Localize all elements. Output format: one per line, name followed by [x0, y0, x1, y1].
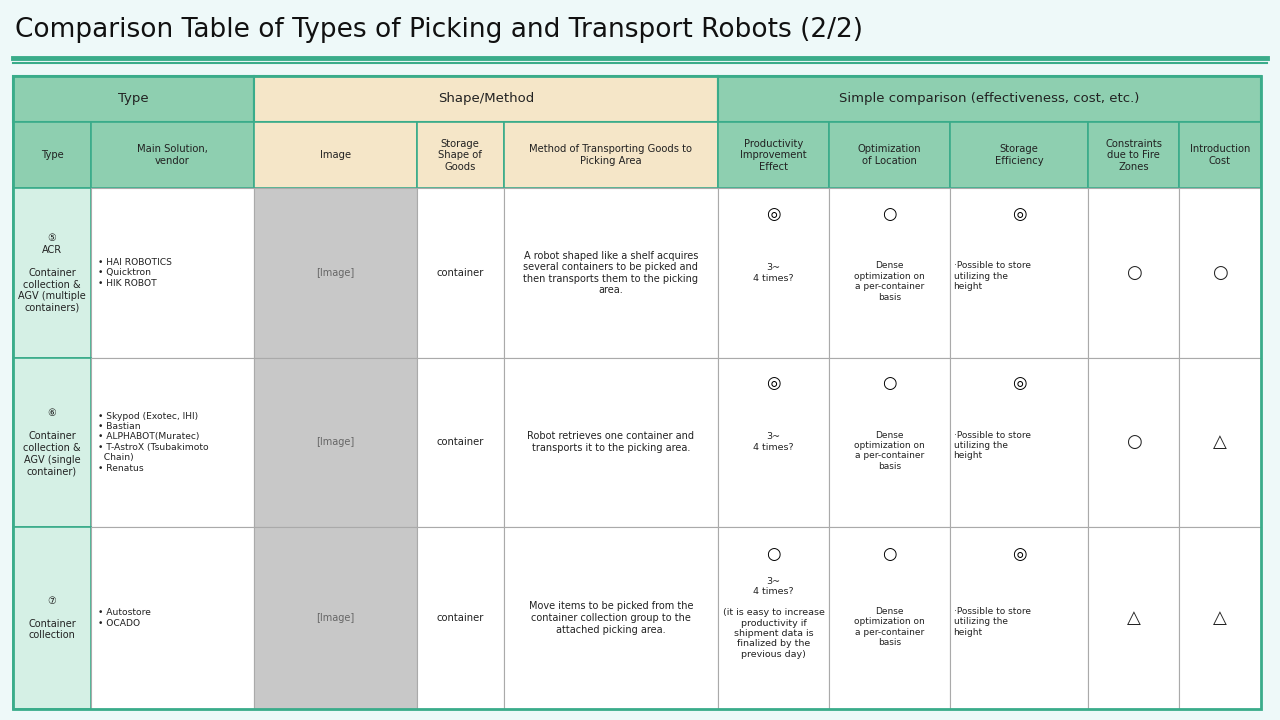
Bar — [13, 76, 253, 122]
Bar — [417, 122, 503, 189]
Bar — [829, 527, 950, 709]
Text: ◎: ◎ — [767, 204, 781, 222]
Bar — [718, 189, 829, 358]
Bar — [91, 189, 253, 358]
Bar — [503, 358, 718, 527]
Text: Robot retrieves one container and
transports it to the picking area.: Robot retrieves one container and transp… — [527, 431, 694, 453]
Bar — [13, 358, 91, 527]
Bar — [13, 527, 91, 709]
Text: 3~
4 times?

(it is easy to increase
productivity if
shipment data is
finalized : 3~ 4 times? (it is easy to increase prod… — [723, 577, 824, 659]
Text: ⑥

Container
collection &
AGV (single
container): ⑥ Container collection & AGV (single con… — [23, 408, 81, 476]
Bar — [950, 358, 1088, 527]
Text: ⑦

Container
collection: ⑦ Container collection — [28, 595, 76, 640]
Text: ○: ○ — [882, 545, 897, 563]
Bar — [950, 122, 1088, 189]
Bar — [718, 527, 829, 709]
Text: Image: Image — [320, 150, 351, 161]
Bar — [718, 358, 829, 527]
Text: • HAI ROBOTICS
• Quicktron
• HIK ROBOT: • HAI ROBOTICS • Quicktron • HIK ROBOT — [97, 258, 172, 288]
Bar — [1179, 189, 1261, 358]
Text: ○: ○ — [767, 545, 781, 563]
Text: Main Solution,
vendor: Main Solution, vendor — [137, 145, 209, 166]
Bar — [829, 122, 950, 189]
Bar — [950, 527, 1088, 709]
Bar — [503, 189, 718, 358]
Text: • Autostore
• OCADO: • Autostore • OCADO — [97, 608, 151, 628]
Bar — [417, 358, 503, 527]
Bar — [13, 76, 1261, 709]
Bar — [503, 122, 718, 189]
Bar — [1088, 122, 1179, 189]
Text: ·Possible to store
utilizing the
height: ·Possible to store utilizing the height — [954, 261, 1030, 292]
Text: ○: ○ — [1125, 433, 1142, 451]
Bar — [417, 527, 503, 709]
Text: Move items to be picked from the
container collection group to the
attached pick: Move items to be picked from the contain… — [529, 601, 694, 634]
Text: ○: ○ — [882, 374, 897, 392]
Text: ◎: ◎ — [1011, 545, 1027, 563]
Text: • Skypod (Exotec, IHI)
• Bastian
• ALPHABOT(Muratec)
• T-AstroX (Tsubakimoto
  C: • Skypod (Exotec, IHI) • Bastian • ALPHA… — [97, 412, 209, 472]
Text: △: △ — [1126, 609, 1140, 627]
Bar — [718, 76, 1261, 122]
Text: ·Possible to store
utilizing the
height: ·Possible to store utilizing the height — [954, 607, 1030, 636]
Text: △: △ — [1213, 609, 1226, 627]
Bar — [253, 122, 417, 189]
Text: Dense
optimization on
a per-container
basis: Dense optimization on a per-container ba… — [854, 261, 924, 302]
Text: ⑤
ACR

Container
collection &
AGV (multiple
containers): ⑤ ACR Container collection & AGV (multip… — [18, 233, 86, 312]
Bar — [253, 76, 718, 122]
Text: Simple comparison (effectiveness, cost, etc.): Simple comparison (effectiveness, cost, … — [840, 92, 1139, 105]
Text: ○: ○ — [1212, 264, 1228, 282]
Text: container: container — [436, 613, 484, 623]
Bar — [1088, 527, 1179, 709]
Bar — [1179, 527, 1261, 709]
Text: ○: ○ — [1125, 264, 1142, 282]
Bar — [1088, 189, 1179, 358]
Bar — [13, 122, 91, 189]
Bar — [253, 358, 417, 527]
Text: Dense
optimization on
a per-container
basis: Dense optimization on a per-container ba… — [854, 431, 924, 471]
Bar — [503, 527, 718, 709]
Text: Storage
Efficiency: Storage Efficiency — [995, 145, 1043, 166]
Bar — [91, 122, 253, 189]
Text: Method of Transporting Goods to
Picking Area: Method of Transporting Goods to Picking … — [530, 145, 692, 166]
Bar — [1179, 122, 1261, 189]
Bar — [718, 122, 829, 189]
Text: [Image]: [Image] — [316, 613, 355, 623]
Bar — [1088, 358, 1179, 527]
Text: Type: Type — [118, 92, 148, 105]
Text: △: △ — [1213, 433, 1226, 451]
Bar — [13, 189, 91, 358]
Text: ·Possible to store
utilizing the
height: ·Possible to store utilizing the height — [954, 431, 1030, 461]
Text: Comparison Table of Types of Picking and Transport Robots (2/2): Comparison Table of Types of Picking and… — [15, 17, 864, 43]
Text: ◎: ◎ — [767, 374, 781, 392]
Bar — [91, 527, 253, 709]
Text: 3~
4 times?: 3~ 4 times? — [754, 433, 794, 452]
Text: ○: ○ — [882, 204, 897, 222]
Text: Dense
optimization on
a per-container
basis: Dense optimization on a per-container ba… — [854, 607, 924, 647]
Text: [Image]: [Image] — [316, 437, 355, 447]
Text: Storage
Shape of
Goods: Storage Shape of Goods — [438, 139, 483, 172]
Text: 3~
4 times?: 3~ 4 times? — [754, 264, 794, 283]
Bar — [91, 358, 253, 527]
Text: [Image]: [Image] — [316, 268, 355, 278]
Text: ◎: ◎ — [1011, 374, 1027, 392]
Text: Constraints
due to Fire
Zones: Constraints due to Fire Zones — [1105, 139, 1162, 172]
Text: Productivity
Improvement
Effect: Productivity Improvement Effect — [740, 139, 806, 172]
Text: Introduction
Cost: Introduction Cost — [1189, 145, 1251, 166]
Bar — [829, 189, 950, 358]
Text: Optimization
of Location: Optimization of Location — [858, 145, 922, 166]
Bar — [417, 189, 503, 358]
Text: Shape/Method: Shape/Method — [438, 92, 534, 105]
Bar — [253, 189, 417, 358]
Text: container: container — [436, 268, 484, 278]
Text: ◎: ◎ — [1011, 204, 1027, 222]
Text: Type: Type — [41, 150, 64, 161]
Text: container: container — [436, 437, 484, 447]
Bar — [950, 189, 1088, 358]
Text: A robot shaped like a shelf acquires
several containers to be picked and
then tr: A robot shaped like a shelf acquires sev… — [524, 251, 699, 295]
Bar — [829, 358, 950, 527]
Bar — [1179, 358, 1261, 527]
Bar — [253, 527, 417, 709]
